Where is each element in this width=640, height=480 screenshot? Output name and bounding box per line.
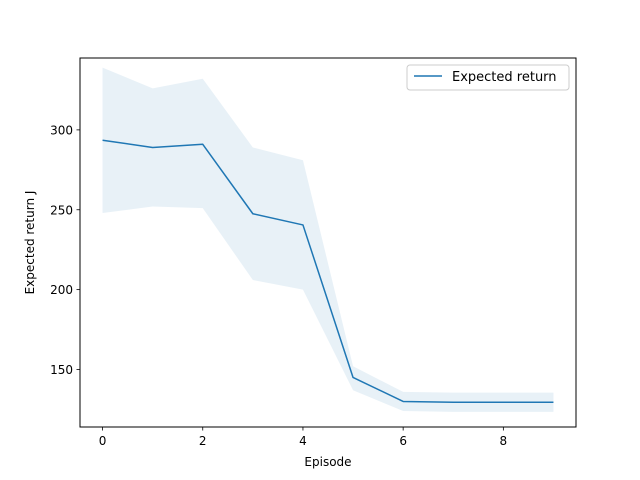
- data-point: [552, 401, 554, 403]
- legend-label: Expected return: [452, 70, 557, 85]
- data-point: [102, 139, 104, 141]
- x-tick-label: 0: [99, 434, 107, 448]
- x-tick-label: 8: [500, 434, 508, 448]
- series-line-0: [102, 139, 554, 403]
- data-point: [402, 400, 404, 402]
- data-point: [202, 143, 204, 145]
- y-tick-label: 300: [50, 123, 73, 137]
- x-tick-label: 4: [299, 434, 307, 448]
- x-axis: 0 2 4 6 8: [99, 427, 507, 448]
- data-point: [252, 213, 254, 215]
- x-tick-label: 2: [199, 434, 207, 448]
- data-point: [502, 401, 504, 403]
- data-point: [302, 224, 304, 226]
- x-tick-label: 6: [399, 434, 407, 448]
- y-tick-label: 250: [50, 203, 73, 217]
- y-axis: 150 200 250 300: [50, 123, 80, 377]
- y-tick-label: 150: [50, 363, 73, 377]
- legend: Expected return: [406, 64, 570, 91]
- y-axis-label: Expected return J: [23, 191, 37, 295]
- plot-area: [102, 67, 554, 412]
- data-point: [352, 376, 354, 378]
- x-axis-label: Episode: [304, 455, 351, 469]
- data-point: [152, 146, 154, 148]
- y-tick-label: 200: [50, 283, 73, 297]
- legend-box: [406, 64, 570, 91]
- data-point: [452, 401, 454, 403]
- confidence-band-0: [102, 67, 554, 412]
- axes-frame: [79, 57, 577, 428]
